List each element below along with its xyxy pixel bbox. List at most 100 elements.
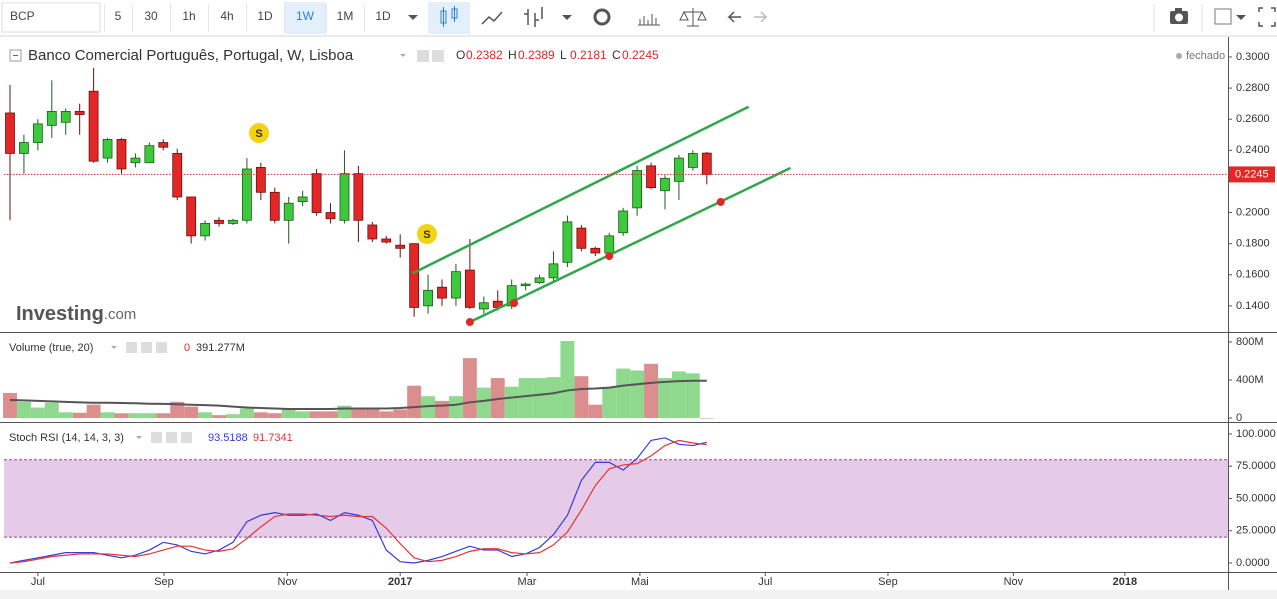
eye-icon[interactable] (417, 50, 429, 62)
interval-button[interactable] (364, 2, 402, 34)
candle-body (144, 145, 155, 164)
x-tick-label: Mar (518, 576, 537, 588)
interval-button[interactable] (284, 2, 326, 34)
interval-button[interactable] (246, 2, 284, 34)
candle-body (200, 223, 210, 237)
volume-bar (16, 401, 31, 419)
volume-bar (644, 363, 659, 419)
x-tick-label: Nov (1004, 576, 1024, 588)
interval-button[interactable] (208, 2, 246, 34)
symbol: BCP (10, 9, 35, 23)
volume-title: Volume (true, 20) (9, 342, 93, 354)
volume-bar (156, 413, 171, 419)
bars-icon[interactable] (524, 7, 543, 27)
y-tick-label: 0 (1236, 412, 1242, 424)
y-tick-label: 0.2000 (1236, 206, 1270, 218)
stoch-line (9, 439, 707, 564)
x-tick-label: Sep (878, 576, 898, 588)
stoch-d-value: 91.7341 (253, 432, 293, 444)
volume-bar (281, 409, 296, 419)
candle-body (395, 244, 406, 249)
candle-body (283, 202, 294, 221)
y-tick-label: 400M (1236, 374, 1264, 386)
interval-label: 1h (182, 9, 195, 23)
settings-icon[interactable] (593, 8, 611, 26)
dropdown-icon[interactable] (111, 346, 117, 349)
redo-icon[interactable] (754, 11, 768, 23)
eye-icon[interactable] (151, 432, 162, 443)
volume-bar (671, 371, 686, 419)
settings-icon[interactable] (166, 432, 177, 443)
interval-button[interactable] (170, 2, 208, 34)
candle-body (186, 196, 197, 237)
volume-ma-value: 391.277M (196, 342, 245, 354)
candle-body (325, 212, 336, 220)
volume-bar (699, 418, 714, 419)
close-icon[interactable] (156, 342, 167, 353)
interval-label: 1D (257, 9, 273, 23)
interval-label: 30 (144, 9, 158, 23)
indicators-icon[interactable] (638, 14, 660, 26)
dropdown-icon[interactable] (1236, 15, 1246, 20)
signal-marker (416, 224, 437, 244)
y-tick-label: 50.0000 (1236, 492, 1276, 504)
trend-point (716, 197, 725, 206)
interval-label: 5 (115, 9, 122, 23)
candle-body (534, 277, 545, 283)
dropdown-icon[interactable] (136, 436, 142, 439)
dropdown-icon[interactable] (562, 15, 572, 20)
candle-body (437, 286, 447, 299)
fullscreen-icon[interactable] (1258, 7, 1276, 27)
dropdown-icon[interactable] (408, 15, 418, 20)
volume-bar (30, 407, 45, 419)
interval-label: 1M (337, 9, 354, 23)
candle-body (172, 153, 183, 198)
interval-button[interactable] (104, 2, 132, 34)
interval-button[interactable] (326, 2, 364, 34)
volume-bar (448, 396, 463, 419)
candle-body (367, 224, 378, 240)
volume-bar (58, 412, 73, 419)
volume-bar (504, 386, 519, 419)
volume-bar (476, 387, 491, 419)
dropdown-icon[interactable] (400, 54, 406, 57)
candle-icon (440, 6, 458, 27)
undo-icon[interactable] (727, 11, 741, 23)
volume-bar (239, 408, 254, 419)
candle-body (464, 269, 475, 308)
close-icon[interactable] (181, 432, 192, 443)
ohlc-key: L (560, 48, 567, 62)
line-icon[interactable] (481, 11, 503, 25)
volume-bar (184, 406, 199, 419)
y-tick-label: 0.2800 (1236, 82, 1270, 94)
band-fill (4, 459, 1228, 538)
volume-bar (462, 358, 477, 419)
volume-bar (128, 413, 143, 419)
candle-body (32, 123, 43, 143)
x-tick-label: 2018 (1113, 576, 1137, 588)
symbol-box[interactable] (1, 2, 101, 33)
layout-icon[interactable] (1214, 8, 1232, 25)
interval-button[interactable] (132, 2, 170, 34)
eye-icon[interactable] (126, 342, 137, 353)
candle-body (576, 227, 587, 249)
candle-body (46, 111, 57, 126)
volume-bar (198, 412, 213, 419)
candle-body (339, 173, 350, 221)
watermark: Investing.com (16, 303, 136, 325)
stoch-k-value: 93.5188 (208, 432, 248, 444)
y-tick-label: 100.000 (1236, 428, 1276, 440)
camera-icon[interactable] (1170, 8, 1188, 24)
compare-icon[interactable] (679, 8, 707, 27)
trend-line (469, 166, 791, 324)
watermark-domain: .com (104, 306, 137, 323)
settings-icon[interactable] (432, 50, 444, 62)
settings-icon[interactable] (141, 342, 152, 353)
volume-bar (560, 340, 575, 419)
candle-body (409, 243, 420, 308)
toolbar: BCP 5 30 1h 4h 1D 1W 1M 1D (0, 0, 1277, 37)
candle-body (214, 219, 224, 224)
candle-btn[interactable] (428, 2, 470, 34)
candle-body (548, 263, 559, 279)
volume-bar (100, 412, 115, 419)
